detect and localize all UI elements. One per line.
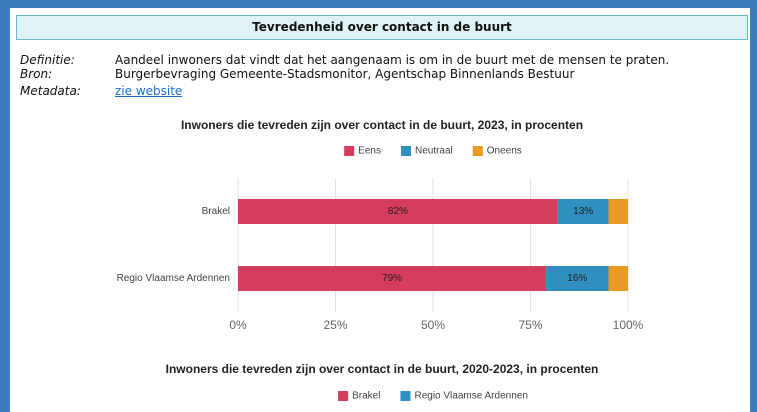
bar-segment xyxy=(608,199,628,224)
section-title: Tevredenheid over contact in de buurt xyxy=(16,15,748,40)
legend-swatch xyxy=(400,146,411,156)
data-label: 16% xyxy=(567,273,587,284)
x-tick-label: 75% xyxy=(518,318,542,332)
metadata-link[interactable]: zie website xyxy=(115,84,183,98)
bar-segment xyxy=(546,266,609,291)
bar-segment xyxy=(238,266,547,291)
x-tick-label: 50% xyxy=(421,318,445,332)
legend-label: Regio Vlaamse Ardennen xyxy=(414,391,527,402)
definition-text: Aandeel inwoners dat vindt dat het aange… xyxy=(115,53,670,67)
source-label: Bron: xyxy=(20,67,53,81)
legend-label: Oneens xyxy=(487,146,522,157)
data-label: 82% xyxy=(388,206,408,217)
legend-label: Neutraal xyxy=(415,146,453,157)
bar-segment xyxy=(608,266,628,291)
definition-label: Definitie: xyxy=(20,53,75,67)
x-tick-label: 100% xyxy=(613,318,644,332)
x-tick-label: 0% xyxy=(229,318,247,332)
charts: Inwoners die tevreden zijn over contact … xyxy=(117,118,644,402)
legend-swatch xyxy=(472,146,483,156)
legend-swatch xyxy=(344,146,355,156)
bar-segment xyxy=(557,199,609,224)
legend-label: Eens xyxy=(358,146,381,157)
source-text: Burgerbevraging Gemeente-Stadsmonitor, A… xyxy=(115,67,575,81)
legend-label: Brakel xyxy=(352,391,380,402)
legend-swatch xyxy=(400,391,411,401)
bar-segment xyxy=(238,199,558,224)
metadata-label: Metadata: xyxy=(20,84,81,98)
y-tick-label: Brakel xyxy=(202,206,230,217)
chart-title: Inwoners die tevreden zijn over contact … xyxy=(181,118,583,132)
legend-swatch xyxy=(338,391,349,401)
data-label: 79% xyxy=(382,273,402,284)
data-label: 13% xyxy=(573,206,593,217)
chart-title: Inwoners die tevreden zijn over contact … xyxy=(166,362,599,376)
x-tick-label: 25% xyxy=(323,318,347,332)
y-tick-label: Regio Vlaamse Ardennen xyxy=(117,273,230,284)
